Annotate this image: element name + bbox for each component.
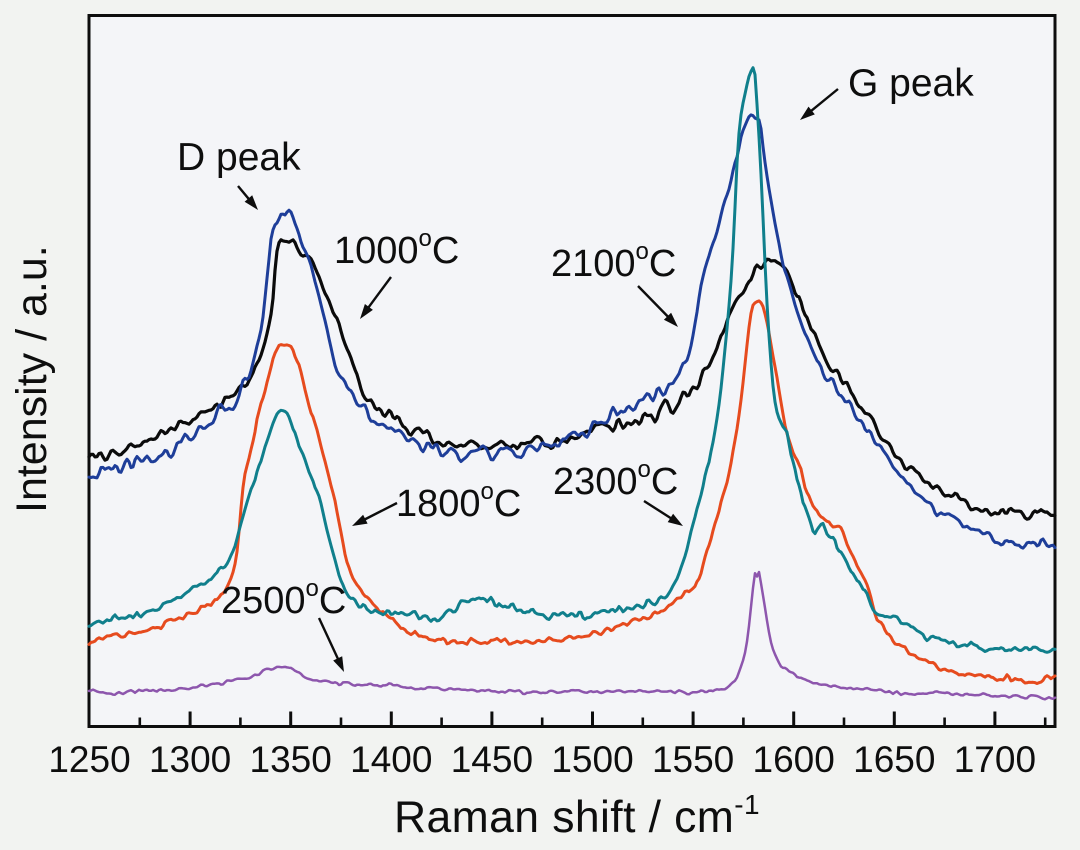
svg-text:1300: 1300 <box>149 739 231 780</box>
svg-text:Raman shift / cm-1: Raman shift / cm-1 <box>394 789 760 842</box>
svg-text:1600: 1600 <box>753 739 835 780</box>
svg-text:1400: 1400 <box>350 739 432 780</box>
svg-text:1550: 1550 <box>652 739 734 780</box>
svg-text:1650: 1650 <box>853 739 935 780</box>
svg-text:1500: 1500 <box>551 739 633 780</box>
svg-text:1250: 1250 <box>48 739 130 780</box>
svg-text:1800oC: 1800oC <box>396 478 521 525</box>
svg-text:1000oC: 1000oC <box>334 225 459 272</box>
svg-text:D peak: D peak <box>177 136 301 179</box>
svg-text:2300oC: 2300oC <box>553 456 678 503</box>
svg-text:1350: 1350 <box>250 739 332 780</box>
svg-text:1450: 1450 <box>451 739 533 780</box>
svg-text:G peak: G peak <box>848 62 974 105</box>
svg-text:1700: 1700 <box>954 739 1036 780</box>
svg-text:2100oC: 2100oC <box>551 238 676 285</box>
svg-text:Intensity / a.u.: Intensity / a.u. <box>8 245 56 513</box>
svg-text:2500oC: 2500oC <box>221 575 346 622</box>
